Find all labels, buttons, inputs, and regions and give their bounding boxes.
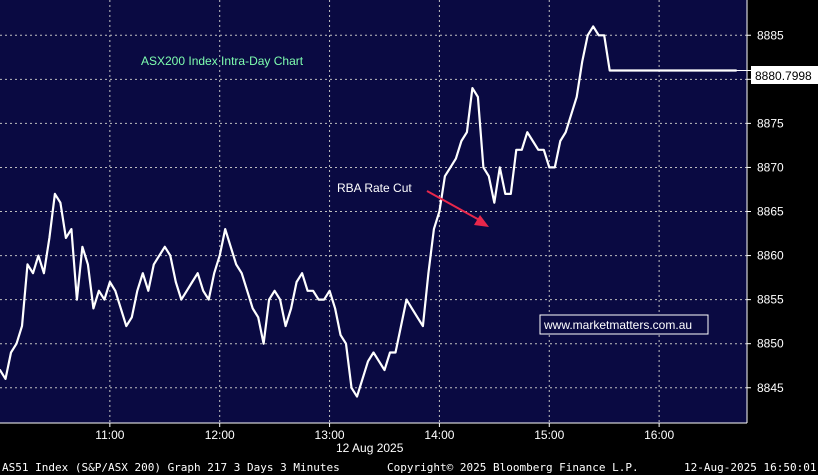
y-tick-label: 8845 <box>757 381 784 395</box>
y-tick-label: 8875 <box>757 116 784 130</box>
x-axis-date-label: 12 Aug 2025 <box>336 441 404 455</box>
footer-center-text: Copyright© 2025 Bloomberg Finance L.P. <box>387 461 639 474</box>
footer-left-text: AS51 Index (S&P/ASX 200) Graph 217 3 Day… <box>2 461 340 474</box>
x-tick-label: 13:00 <box>315 428 345 442</box>
plot-background <box>0 0 747 423</box>
y-tick-label: 8860 <box>757 249 784 263</box>
watermark: www.marketmatters.com.au <box>539 314 709 335</box>
last-value-badge: 8880.7998 <box>751 66 818 84</box>
chart-title: ASX200 Index Intra-Day Chart <box>141 54 304 68</box>
watermark-text: www.marketmatters.com.au <box>543 318 692 332</box>
annotation-arrow <box>426 190 484 223</box>
x-axis-ticks: 11:00 12:00 13:00 14:00 15:00 16:00 <box>95 423 674 442</box>
x-tick-label: 16:00 <box>644 428 674 442</box>
y-tick-label: 8865 <box>757 205 784 219</box>
annotation-arrowhead <box>474 215 489 227</box>
footer-right-text: 12-Aug-2025 16:50:01 <box>684 461 816 474</box>
watermark-box <box>539 314 709 335</box>
y-tick-label: 8850 <box>757 337 784 351</box>
x-tick-label: 15:00 <box>534 428 564 442</box>
x-tick-label: 12:00 <box>205 428 235 442</box>
annotation-label: RBA Rate Cut <box>337 181 412 195</box>
x-tick-label: 14:00 <box>424 428 454 442</box>
y-tick-label: 8885 <box>757 28 784 42</box>
y-tick-label: 8870 <box>757 160 784 174</box>
x-tick-label: 11:00 <box>95 428 124 442</box>
index-price-line <box>0 25 738 398</box>
last-value-box <box>751 66 818 84</box>
y-tick-label: 8855 <box>757 293 784 307</box>
last-value-text: 8880.7998 <box>755 69 812 83</box>
